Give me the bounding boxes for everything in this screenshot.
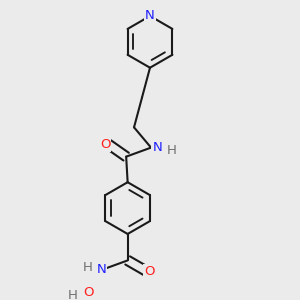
Text: N: N [145,10,155,22]
Text: N: N [96,263,106,276]
Text: H: H [82,262,92,275]
Text: O: O [100,137,110,151]
Text: O: O [144,265,155,278]
Text: H: H [68,290,77,300]
Text: O: O [83,286,93,299]
Text: H: H [167,144,177,157]
Text: N: N [152,141,162,154]
